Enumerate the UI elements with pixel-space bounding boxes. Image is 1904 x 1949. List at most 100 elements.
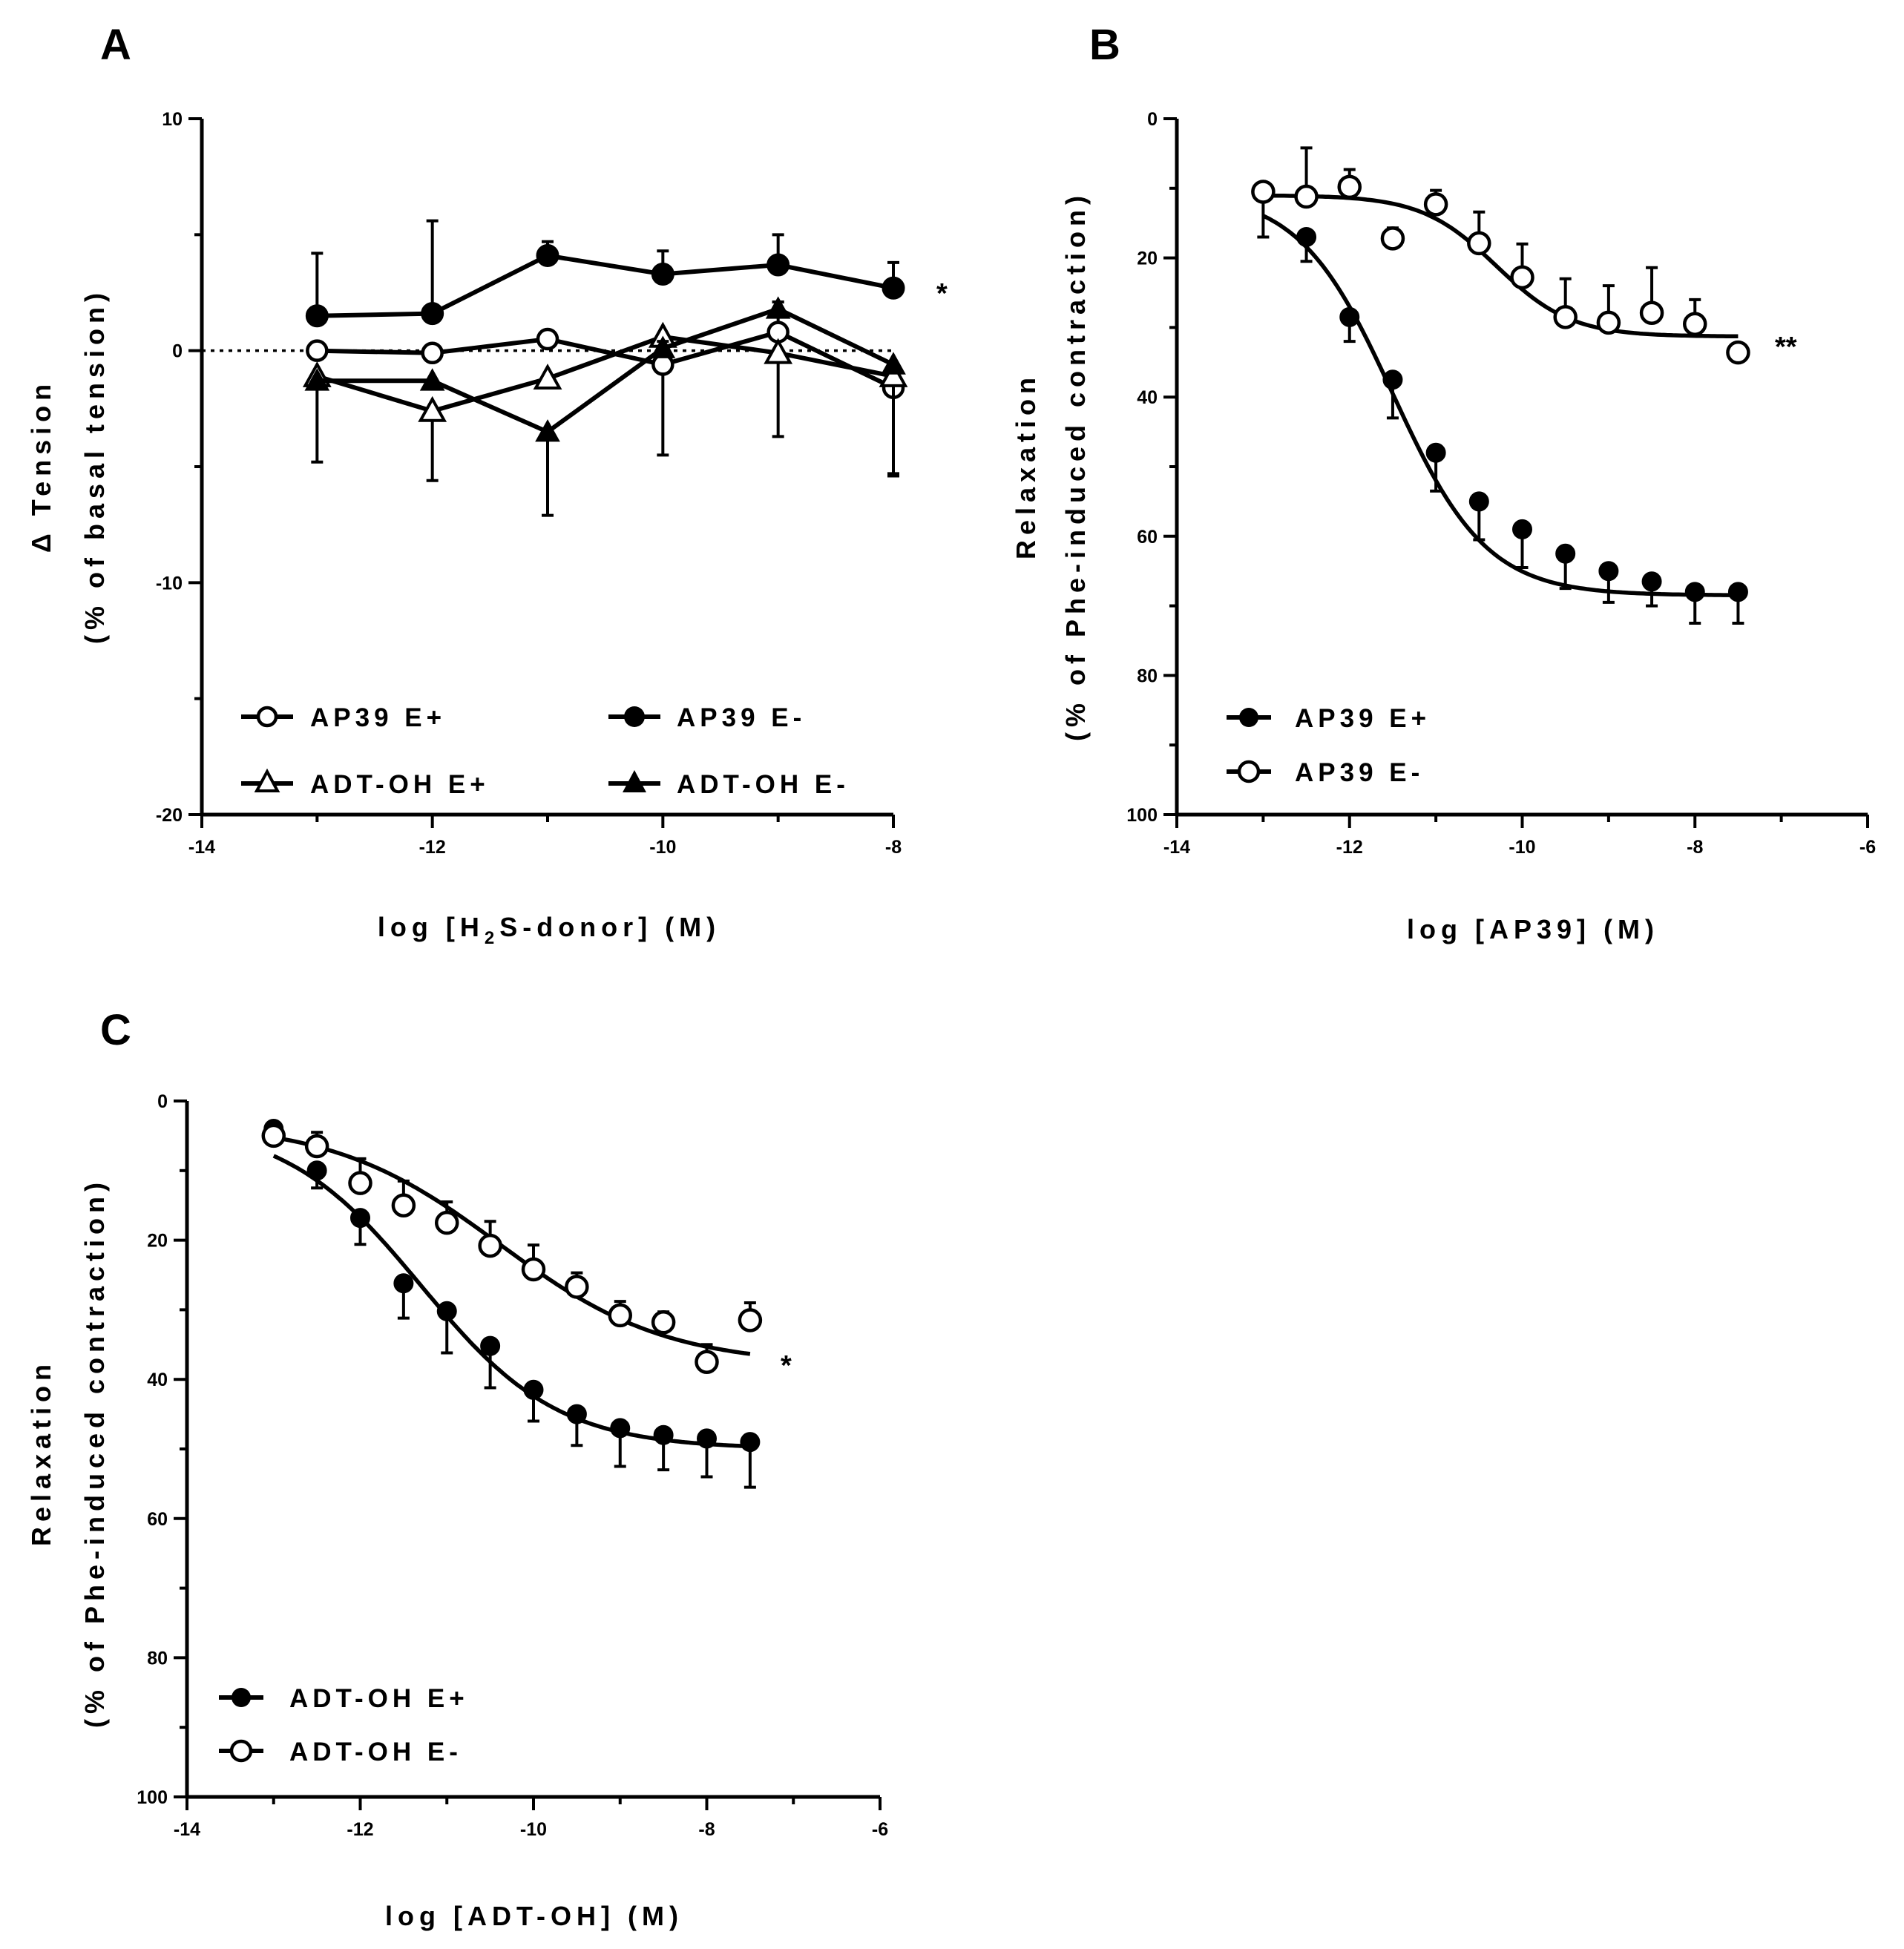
y-tick-label: 0: [1147, 109, 1158, 130]
panel-b-y-axis-label: Relaxation (% of Phe-induced contraction…: [1011, 191, 1091, 741]
panel-a-plot-area: [202, 219, 908, 517]
fit-curve: [1262, 214, 1739, 597]
x-tick-label: -14: [174, 1819, 200, 1840]
series-line: [317, 329, 895, 390]
legend-label: ADT-OH E+: [310, 770, 490, 799]
y-tick-label: 10: [162, 109, 183, 130]
x-tick-label: -10: [649, 837, 676, 858]
data-point: [306, 339, 329, 362]
y-tick-label: 40: [1137, 387, 1158, 408]
panel-a-xlabel-pre: log [H: [378, 912, 485, 942]
panel-b-letter: B: [1089, 21, 1120, 69]
legend-label: ADT-OH E-: [677, 770, 850, 799]
y-tick-label: 80: [1137, 665, 1158, 686]
data-point: [523, 1379, 544, 1400]
data-point: [650, 335, 676, 358]
data-point: [1727, 582, 1748, 602]
data-point: [536, 243, 559, 267]
panel-b-ylabel-line1: Relaxation: [1011, 372, 1041, 559]
legend-label: AP39 E+: [310, 703, 446, 732]
data-point: [536, 327, 559, 351]
data-point: [882, 276, 905, 300]
panel-c-significance-annotation: *: [781, 1350, 792, 1381]
legend-label: ADT-OH E+: [289, 1684, 469, 1713]
legend-ap39-e-minus: AP39 E-: [608, 703, 801, 732]
data-point: [391, 1193, 416, 1217]
y-tick-label: 100: [1126, 805, 1158, 826]
legend-open-circle-marker: [229, 1739, 253, 1763]
data-point: [1380, 226, 1405, 251]
panel-b-ylabel-line2: (% of Phe-induced contraction): [1060, 191, 1091, 741]
x-tick-label: -10: [520, 1819, 547, 1840]
y-tick-label: 40: [147, 1370, 168, 1390]
data-point: [1598, 561, 1619, 582]
panel-a-axes: 10 0 -10 -20-14 -12 -10 -8: [156, 109, 902, 858]
panel-c-x-axis-label: log [ADT-OH] (M): [385, 1901, 683, 1931]
panel-c-axes: 0 20 40 60 80 100 -14 -12 -10 -8 -6: [137, 1091, 888, 1840]
data-point: [653, 1424, 674, 1445]
panel-c-ylabel-line2: (% of Phe-induced contraction): [79, 1177, 110, 1728]
data-point: [1684, 582, 1705, 602]
data-point: [766, 253, 790, 277]
data-point: [764, 338, 793, 364]
data-point: [304, 368, 330, 391]
panel-c-y-axis-label: Relaxation (% of Phe-induced contraction…: [26, 1177, 110, 1728]
data-point: [1425, 442, 1446, 463]
data-point: [435, 1210, 459, 1235]
legend-label: AP39 E+: [1295, 704, 1431, 733]
series-line: [316, 334, 894, 414]
data-point: [765, 296, 791, 319]
data-point: [418, 395, 447, 422]
legend-label: ADT-OH E-: [289, 1738, 462, 1766]
panel-c: C Relaxation (% of Phe-induced contracti…: [26, 1006, 888, 1931]
panel-a-ylabel-line2: (% of basal tension): [79, 288, 110, 644]
data-point: [521, 1257, 546, 1282]
x-tick-label: -10: [1509, 837, 1535, 858]
legend-filled-circle-marker: [624, 706, 645, 727]
y-tick-label: -10: [156, 573, 183, 594]
data-point: [610, 1418, 631, 1439]
panel-b-x-axis-label: log [AP39] (M): [1407, 914, 1659, 944]
data-point: [1382, 369, 1403, 390]
panel-a-xlabel-sub: 2: [485, 928, 499, 948]
data-point: [480, 1335, 501, 1356]
panel-a: A Δ Tension (% of basal tension) log [H2…: [26, 21, 948, 948]
series-ap39-e-minus: [305, 219, 905, 328]
data-point: [304, 1134, 329, 1159]
legend-filled-circle-marker: [1239, 708, 1258, 727]
data-point: [419, 368, 445, 391]
data-point: [1639, 300, 1664, 325]
fit-curve: [272, 1154, 750, 1449]
panel-a-legend: AP39 E+ AP39 E- ADT-OH E+ ADT-OH E-: [241, 703, 850, 799]
data-point: [566, 1404, 587, 1424]
data-point: [1641, 571, 1662, 592]
panel-c-legend: ADT-OH E+ ADT-OH E-: [219, 1684, 469, 1766]
fit-curve: [273, 1135, 751, 1356]
x-tick-label: -14: [188, 837, 215, 858]
panel-a-y-axis-label: Δ Tension (% of basal tension): [26, 288, 110, 644]
data-point: [1294, 184, 1319, 209]
data-point: [1296, 226, 1317, 247]
data-point: [348, 1171, 372, 1195]
data-point: [879, 361, 908, 387]
panel-a-xlabel-post: S-donor] (M): [499, 912, 720, 942]
legend-adt-oh-e-plus: ADT-OH E+: [219, 1684, 469, 1713]
panel-b-legend: AP39 E+ AP39 E-: [1227, 704, 1431, 787]
legend-label: AP39 E-: [1295, 758, 1424, 787]
data-point: [1251, 180, 1276, 204]
panel-b-significance-annotation: **: [1775, 332, 1797, 363]
y-tick-label: 60: [147, 1509, 168, 1530]
data-point: [478, 1233, 502, 1258]
data-point: [651, 262, 674, 286]
panel-b-plot-area: [1251, 146, 1750, 625]
legend-filled-circle-marker: [232, 1688, 251, 1707]
data-point: [1683, 312, 1707, 336]
panel-c-letter: C: [100, 1006, 131, 1054]
data-point: [1553, 305, 1578, 329]
series-line: [317, 253, 894, 318]
data-point: [1596, 310, 1621, 335]
data-point: [651, 1310, 676, 1335]
data-point: [1510, 265, 1534, 290]
legend-ap39-e-plus: AP39 E+: [241, 703, 446, 732]
data-point: [695, 1350, 719, 1374]
